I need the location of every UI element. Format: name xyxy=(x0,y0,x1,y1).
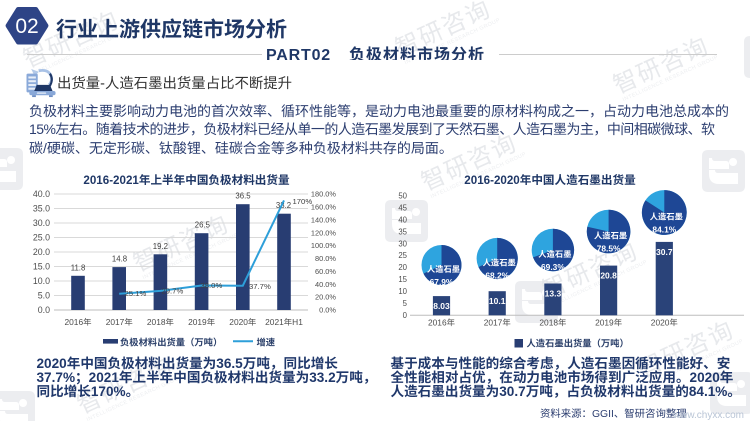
svg-text:10: 10 xyxy=(398,286,407,297)
svg-text:40.0: 40.0 xyxy=(33,187,50,200)
svg-text:2018年: 2018年 xyxy=(147,316,174,328)
svg-text:38.0%: 38.0% xyxy=(201,280,223,291)
svg-text:0.0: 0.0 xyxy=(38,303,50,316)
svg-text:37.7%: 37.7% xyxy=(249,281,271,292)
svg-text:2017年: 2017年 xyxy=(106,316,133,328)
svg-text:84.1%: 84.1% xyxy=(652,224,676,236)
svg-text:负极材料出货量（万吨）: 负极材料出货量（万吨） xyxy=(120,334,222,348)
svg-text:13.3: 13.3 xyxy=(545,288,562,300)
svg-text:170%: 170% xyxy=(293,196,313,207)
svg-text:40.0%: 40.0% xyxy=(315,279,336,290)
svg-text:增速: 增速 xyxy=(257,334,276,348)
svg-text:2020年: 2020年 xyxy=(229,316,256,328)
svg-text:2019年: 2019年 xyxy=(595,317,622,329)
svg-text:35: 35 xyxy=(398,226,407,237)
svg-text:2016-2020年中国人造石墨出货量: 2016-2020年中国人造石墨出货量 xyxy=(464,172,636,188)
svg-text:行业上游供应链市场分析: 行业上游供应链市场分析 xyxy=(56,14,287,44)
svg-text:5: 5 xyxy=(403,298,408,309)
svg-text:50: 50 xyxy=(398,191,407,202)
svg-text:80.0%: 80.0% xyxy=(315,253,336,264)
svg-text:30: 30 xyxy=(398,238,407,249)
svg-text:2016年: 2016年 xyxy=(64,316,91,328)
svg-text:2017年: 2017年 xyxy=(484,317,511,329)
svg-text:负极材料市场分析: 负极材料市场分析 xyxy=(349,41,485,60)
svg-text:2018年: 2018年 xyxy=(539,317,566,329)
svg-text:2016年: 2016年 xyxy=(428,317,455,329)
svg-text:60.0%: 60.0% xyxy=(315,266,336,277)
svg-text:人造石墨: 人造石墨 xyxy=(427,263,460,275)
svg-text:20.0%: 20.0% xyxy=(315,292,336,303)
svg-text:78.5%: 78.5% xyxy=(597,243,621,255)
svg-text:人造石墨出货量（万吨）: 人造石墨出货量（万吨） xyxy=(527,335,629,349)
svg-text:5.0: 5.0 xyxy=(38,288,50,301)
svg-text:160.0%: 160.0% xyxy=(311,202,336,213)
svg-text:2021年H1: 2021年H1 xyxy=(265,316,303,328)
svg-text:2016-2021年上半年中国负极材料出货量: 2016-2021年上半年中国负极材料出货量 xyxy=(83,172,290,188)
svg-text:180.0%: 180.0% xyxy=(311,189,336,200)
svg-text:35.0: 35.0 xyxy=(33,201,50,214)
svg-text:10.1: 10.1 xyxy=(489,295,506,307)
svg-text:30.7: 30.7 xyxy=(656,246,673,258)
svg-text:140.0%: 140.0% xyxy=(311,214,336,225)
svg-text:36.5: 36.5 xyxy=(235,191,251,202)
svg-text:人造石墨: 人造石墨 xyxy=(594,229,627,241)
svg-text:15.0: 15.0 xyxy=(33,259,50,272)
svg-text:0.0%: 0.0% xyxy=(319,305,336,316)
svg-text:2020年: 2020年 xyxy=(651,317,678,329)
svg-text:67.9%: 67.9% xyxy=(430,276,454,288)
svg-text:8.03: 8.03 xyxy=(433,300,450,312)
svg-text:人造石墨: 人造石墨 xyxy=(650,210,683,222)
svg-text:25: 25 xyxy=(398,250,407,261)
svg-text:26.5: 26.5 xyxy=(195,220,211,231)
svg-text:11.8: 11.8 xyxy=(71,262,86,273)
svg-text:25.0: 25.0 xyxy=(33,230,50,243)
svg-text:19.2: 19.2 xyxy=(153,241,168,252)
svg-text:10.0: 10.0 xyxy=(33,274,50,287)
svg-text:人造石墨: 人造石墨 xyxy=(538,248,571,260)
svg-text:100.0%: 100.0% xyxy=(311,240,336,251)
svg-text:68.2%: 68.2% xyxy=(485,270,509,282)
svg-text:20.0: 20.0 xyxy=(33,245,50,258)
svg-text:30.0: 30.0 xyxy=(33,216,50,229)
svg-text:0: 0 xyxy=(403,310,408,321)
svg-text:02: 02 xyxy=(15,10,38,40)
svg-text:2019年: 2019年 xyxy=(188,316,215,328)
svg-text:120.0%: 120.0% xyxy=(311,227,336,238)
svg-text:29.7%: 29.7% xyxy=(162,285,184,296)
svg-text:40: 40 xyxy=(398,214,407,225)
svg-text:15: 15 xyxy=(398,274,407,285)
svg-text:人造石墨: 人造石墨 xyxy=(483,256,516,268)
svg-text:PART02: PART02 xyxy=(266,41,331,60)
svg-text:20.8: 20.8 xyxy=(600,270,617,282)
svg-text:20: 20 xyxy=(398,262,407,273)
svg-text:45: 45 xyxy=(398,202,407,213)
svg-text:14.8: 14.8 xyxy=(112,254,127,265)
svg-text:33.2: 33.2 xyxy=(276,200,291,211)
svg-text:25.1%: 25.1% xyxy=(125,288,147,299)
svg-text:69.3%: 69.3% xyxy=(541,261,565,273)
